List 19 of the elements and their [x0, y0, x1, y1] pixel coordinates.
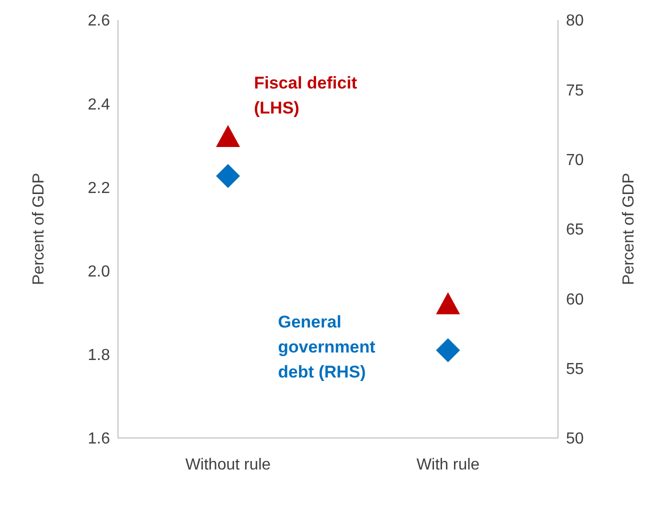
y2-tick-label: 80 [566, 12, 584, 30]
series-label: Fiscal deficit (LHS) [254, 74, 358, 118]
y2-tick-label: 50 [566, 430, 584, 448]
y2-tick-label: 65 [566, 222, 584, 239]
x-tick-label: Without rule [185, 456, 271, 474]
y2-tick-label: 70 [566, 152, 584, 170]
y-axis-title: Percent of GDP [30, 172, 48, 286]
y-tick-label: 2.0 [88, 263, 110, 280]
y-tick-label: 1.8 [88, 347, 110, 364]
y-tick-label: 2.4 [88, 96, 110, 114]
y2-tick-label: 55 [566, 361, 584, 378]
y-tick-label: 1.6 [88, 430, 110, 448]
y2-tick-label: 60 [566, 291, 584, 308]
y-tick-label: 2.6 [88, 12, 110, 30]
y2-tick-label: 75 [566, 82, 584, 100]
y-tick-label: 2.2 [88, 180, 110, 197]
text: General government debt (RHS) [278, 312, 376, 382]
x-tick-label: With rule [416, 456, 480, 474]
y2-axis-title: Percent of GDP [620, 172, 638, 286]
